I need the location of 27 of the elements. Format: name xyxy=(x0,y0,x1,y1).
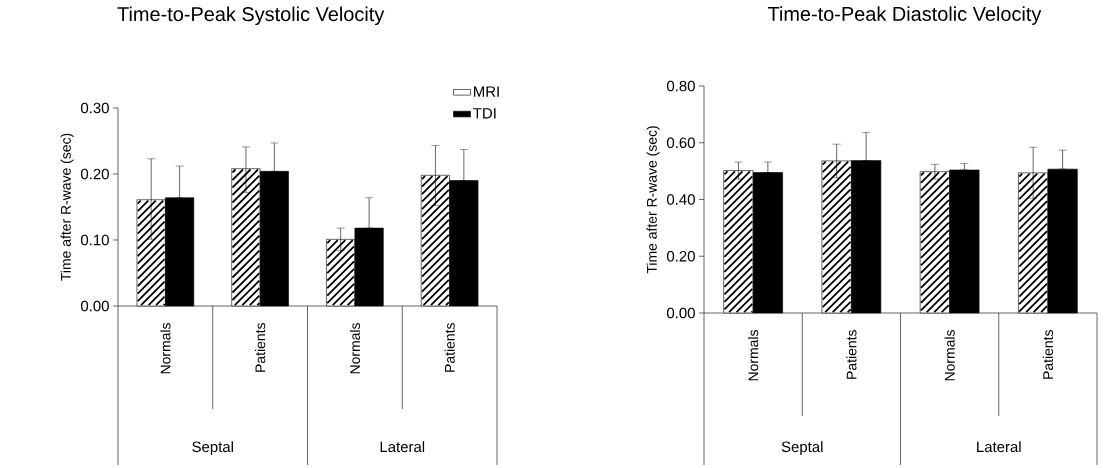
legend-label: TDI xyxy=(473,108,496,119)
y-tick-label: 0.40 xyxy=(666,194,695,205)
y-tick-label: 0.80 xyxy=(666,80,695,92)
x-tick-label: Patients xyxy=(846,330,857,379)
text: Lateral xyxy=(977,441,1021,453)
x-tick-label: Normals xyxy=(748,330,759,381)
x-tick-label: Patients xyxy=(1042,330,1054,379)
y-axis-title: Time after R-wave (sec) xyxy=(60,133,74,281)
y-tick-label: 0.20 xyxy=(80,168,109,180)
y-tick-label: 0.10 xyxy=(80,234,109,246)
text: Lateral xyxy=(380,441,425,453)
x-tick-label: Normals xyxy=(160,323,171,374)
x-tick-label: Patients xyxy=(255,323,266,372)
chart-title: Time-to-Peak Systolic Velocity xyxy=(117,6,385,26)
x-tick-label: Patients xyxy=(444,323,455,372)
y-tick-label: 0.20 xyxy=(666,250,695,262)
y-tick-label: 0.00 xyxy=(666,307,695,319)
chart-title: Time-to-Peak Diastolic Velocity xyxy=(767,6,1042,25)
y-axis-title: Time after R-wave (sec) xyxy=(646,126,660,274)
y-tick-label: 0.00 xyxy=(80,300,109,312)
x-tick-label: Normals xyxy=(349,323,361,374)
x-tick-label: Normals xyxy=(944,330,955,381)
text: Septal xyxy=(192,441,233,456)
y-tick-label: 0.60 xyxy=(666,137,695,149)
legend-label: MRI xyxy=(474,86,499,97)
text: Septal xyxy=(781,441,823,456)
y-tick-label: 0.30 xyxy=(80,102,109,114)
